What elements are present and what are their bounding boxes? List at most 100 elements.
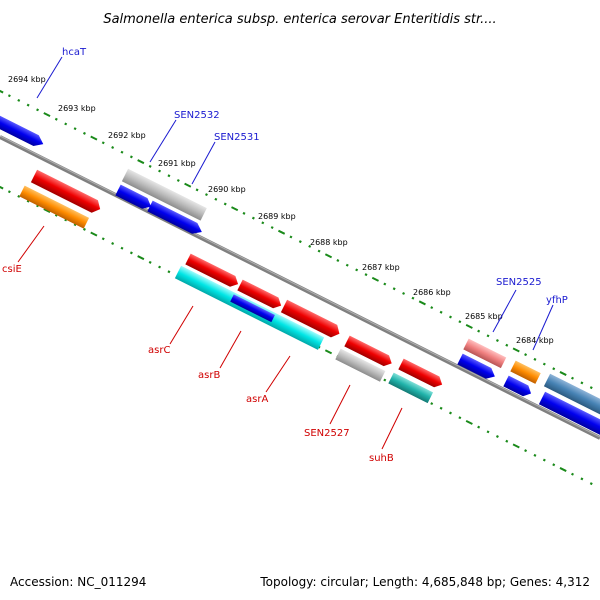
backbone-highlight: [0, 135, 600, 438]
minor-tick: [270, 226, 274, 230]
label-asrA: asrA: [246, 394, 268, 405]
leader-yfhP: [532, 304, 554, 351]
minor-tick: [261, 221, 265, 225]
gene-features: [0, 114, 600, 436]
minor-tick: [505, 439, 509, 443]
minor-tick: [223, 202, 227, 206]
major-tick: [90, 135, 98, 141]
kbp-label: 2693 kbp: [58, 104, 96, 113]
kbp-label: 2694 kbp: [8, 75, 46, 84]
major-tick: [184, 182, 192, 188]
gene-blue-b[interactable]: [457, 353, 497, 382]
minor-tick: [129, 155, 133, 159]
kbp-label: 2686 kbp: [413, 288, 451, 297]
minor-tick: [345, 263, 349, 267]
minor-tick: [167, 270, 171, 274]
minor-tick: [317, 249, 321, 253]
major-tick: [465, 323, 473, 329]
minor-tick: [430, 402, 434, 406]
gene-red-d[interactable]: [344, 335, 394, 369]
kbp-label: 2690 kbp: [208, 185, 246, 194]
minor-tick: [7, 190, 11, 194]
gene-SEN2525[interactable]: [463, 338, 507, 369]
minor-tick: [167, 174, 171, 178]
minor-tick: [64, 122, 68, 126]
minor-tick: [383, 378, 387, 382]
minor-tick: [64, 218, 68, 222]
major-tick: [559, 467, 567, 472]
kbp-label: 2685 kbp: [465, 312, 503, 321]
major-tick: [371, 276, 379, 282]
gene-hcaT[interactable]: [0, 114, 46, 150]
minor-tick: [205, 193, 208, 197]
major-tick: [465, 419, 473, 425]
gene-asrB[interactable]: [230, 294, 275, 323]
minor-tick: [308, 244, 312, 248]
minor-tick: [298, 240, 302, 244]
label-SEN2531: SEN2531: [214, 132, 260, 143]
leader-asrB: [219, 330, 242, 369]
minor-tick: [439, 310, 443, 314]
major-tick: [324, 253, 333, 259]
minor-tick: [158, 169, 162, 173]
gene-blue-a[interactable]: [115, 184, 153, 212]
leader-SEN2527: [329, 384, 351, 425]
minor-tick: [458, 416, 462, 420]
minor-tick: [17, 98, 21, 102]
gene-red-b[interactable]: [185, 253, 240, 290]
leader-asrC: [169, 305, 194, 345]
gene-blue-d[interactable]: [538, 391, 600, 436]
gene-blue-c[interactable]: [503, 375, 533, 399]
major-tick: [137, 159, 145, 165]
major-tick: [512, 347, 520, 353]
label-SEN2527: SEN2527: [304, 428, 350, 439]
gene-red-e[interactable]: [398, 358, 445, 390]
label-hcaT: hcaT: [62, 47, 87, 58]
gene-red-c[interactable]: [237, 279, 284, 311]
gene-steelblue[interactable]: [543, 373, 600, 418]
major-tick: [231, 206, 239, 212]
minor-tick: [36, 108, 40, 112]
leader-csiE: [17, 225, 45, 263]
major-tick: [277, 229, 286, 235]
minor-tick: [533, 357, 537, 361]
minor-tick: [176, 178, 180, 182]
gene-asrA[interactable]: [280, 299, 343, 340]
label-suhB: suhB: [369, 453, 394, 464]
label-asrC: asrC: [148, 345, 170, 356]
gene-red-a[interactable]: [30, 169, 103, 216]
minor-tick: [111, 242, 115, 245]
leader-SEN2531: [191, 141, 216, 185]
minor-tick: [571, 376, 574, 380]
minor-tick: [17, 194, 21, 198]
minor-tick: [402, 291, 406, 295]
kbp-label: 2689 kbp: [258, 212, 296, 221]
minor-tick: [552, 367, 556, 371]
gene-SEN2532[interactable]: [121, 168, 207, 221]
gene-SEN2527[interactable]: [335, 348, 386, 382]
minor-tick: [449, 315, 452, 319]
topology-text: Topology: circular; Length: 4,685,848 bp…: [259, 575, 590, 589]
major-tick: [137, 255, 145, 261]
leader-hcaT: [36, 56, 63, 99]
minor-tick: [355, 268, 359, 272]
minor-tick: [580, 381, 584, 385]
map-title: Salmonella enterica subsp. enterica sero…: [103, 12, 496, 27]
gene-suhB[interactable]: [388, 372, 434, 404]
gene-csiE[interactable]: [19, 185, 90, 229]
minor-tick: [36, 204, 40, 208]
major-tick: [43, 112, 51, 118]
kbp-label: 2688 kbp: [310, 238, 348, 247]
label-asrB: asrB: [198, 370, 220, 381]
minor-tick: [101, 141, 105, 145]
leader-SEN2532: [149, 119, 177, 163]
gene-yfhP[interactable]: [510, 360, 541, 384]
gene-SEN2531[interactable]: [147, 200, 204, 238]
major-tick: [418, 300, 426, 306]
minor-tick: [477, 425, 481, 429]
minor-tick: [148, 260, 152, 264]
major-tick: [0, 89, 4, 94]
leader-asrA: [265, 355, 291, 393]
accession-text: Accession: NC_011294: [10, 575, 146, 589]
